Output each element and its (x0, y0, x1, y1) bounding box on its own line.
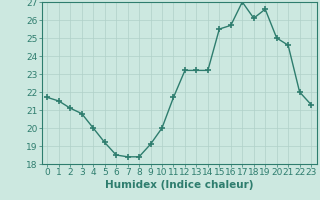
X-axis label: Humidex (Indice chaleur): Humidex (Indice chaleur) (105, 180, 253, 190)
